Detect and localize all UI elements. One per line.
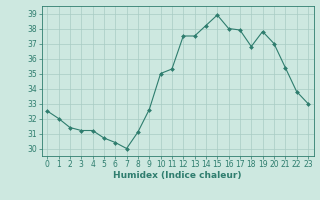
X-axis label: Humidex (Indice chaleur): Humidex (Indice chaleur)	[113, 171, 242, 180]
